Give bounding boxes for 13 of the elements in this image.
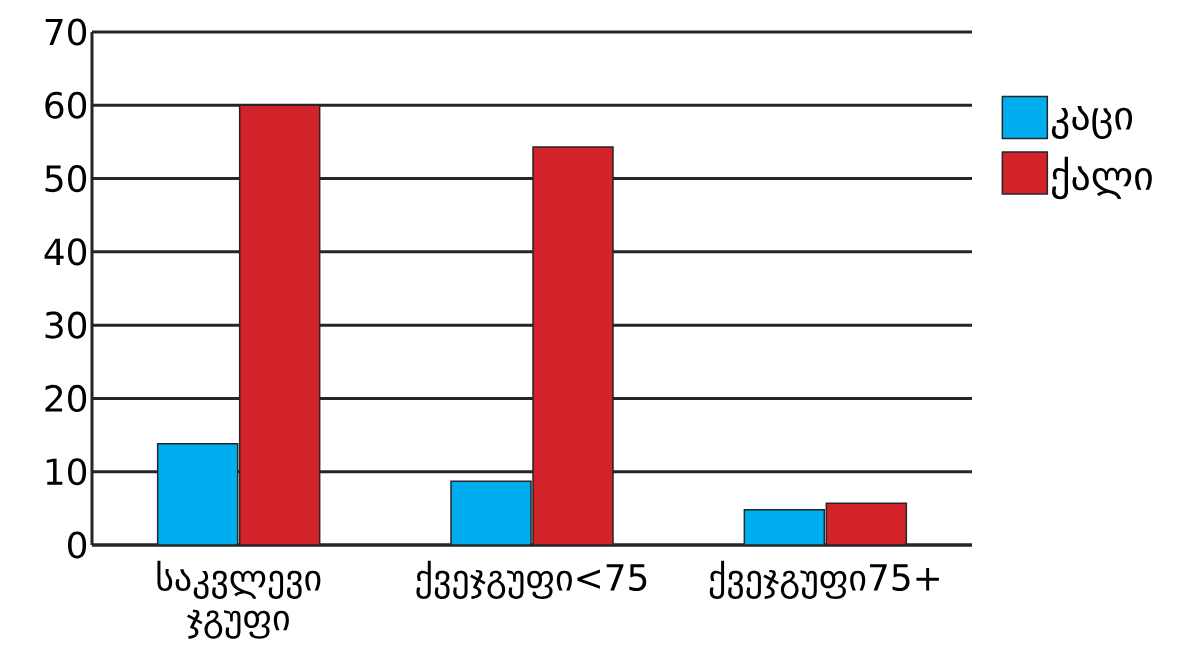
- y-tick-label: 60: [45, 91, 87, 119]
- y-tick-label: 50: [45, 165, 87, 193]
- legend-label: ქალი: [1052, 156, 1152, 200]
- legend-label: კაცი: [1051, 105, 1133, 139]
- y-tick-label: 40: [44, 238, 87, 266]
- y-tick-label: 10: [46, 458, 87, 486]
- y-tick-label: 70: [45, 18, 87, 46]
- y-tick-label: 20: [45, 384, 87, 412]
- x-tick-label: საკვლევი ჯგუფი: [157, 560, 321, 639]
- y-tick-label: 0: [68, 531, 87, 559]
- x-tick-label: ქვეჯგუფი<75: [416, 560, 647, 599]
- x-tick-label: ქვეჯგუფი75+: [709, 560, 939, 599]
- y-tick-label: 30: [45, 311, 87, 339]
